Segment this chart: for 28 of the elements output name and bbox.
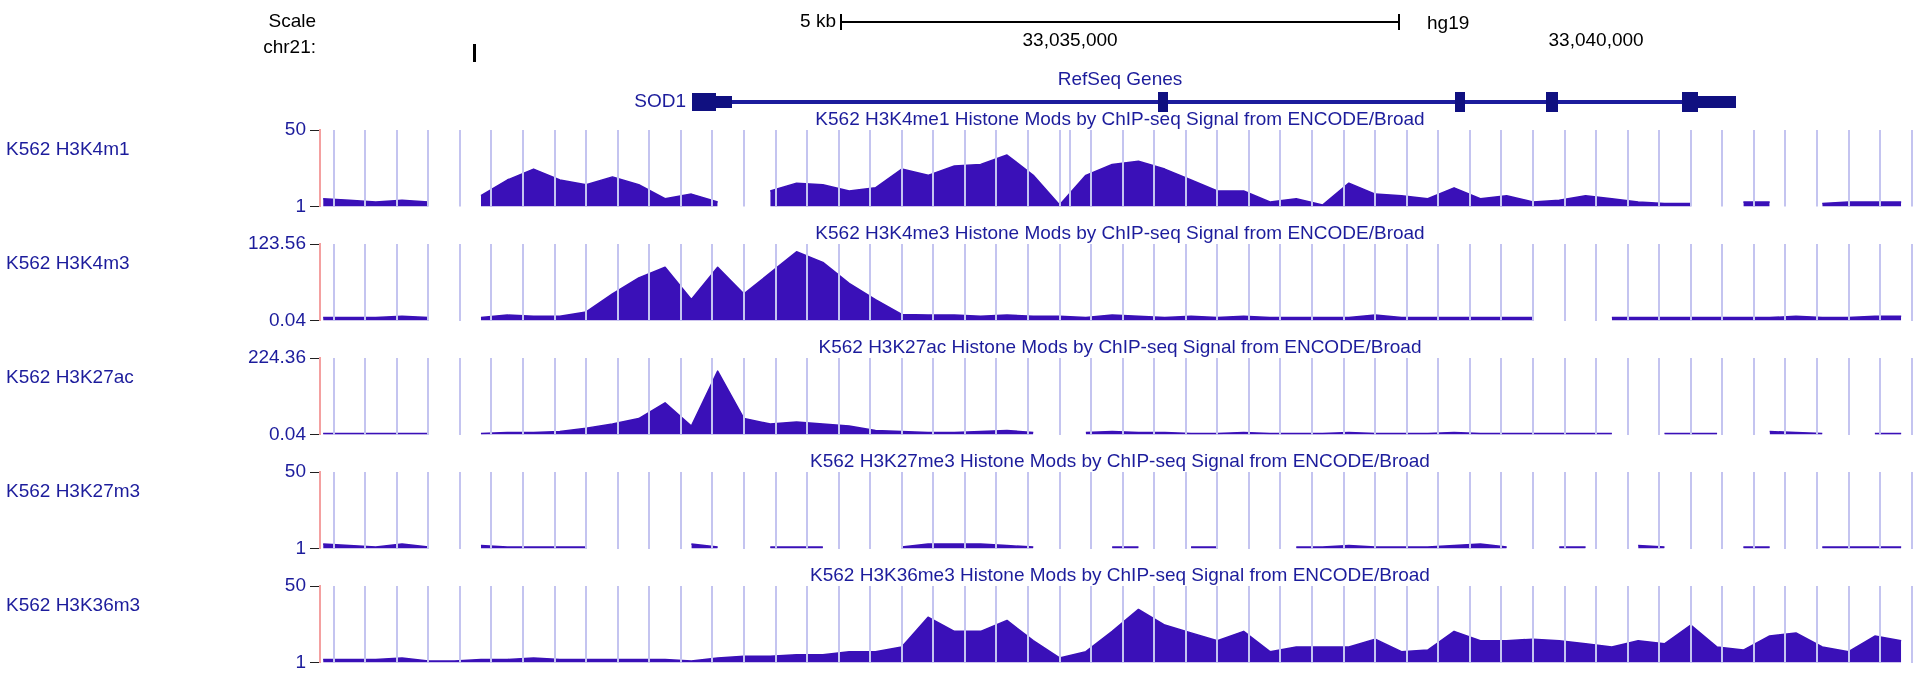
text: K562 H3K4m1 bbox=[6, 138, 130, 160]
y-tick-label: 50 bbox=[284, 460, 306, 482]
text: chr21: bbox=[263, 36, 316, 58]
chart-title: K562 H3K36me3 Histone Mods by ChIP-seq Signal from ENCODE/Broad bbox=[809, 564, 1431, 586]
text: K562 H3K4m3 bbox=[6, 252, 130, 274]
chart-title: K562 H3K4me3 Histone Mods by ChIP-seq Signal from ENCODE/Broad bbox=[814, 222, 1426, 244]
text: K562 H3K27m3 bbox=[6, 480, 141, 502]
text: K562 H3K27ac bbox=[6, 366, 134, 388]
y-tick-label: 0.04 bbox=[269, 422, 307, 444]
text: RefSeq Genes bbox=[1056, 68, 1184, 90]
y-tick-label: 1 bbox=[295, 650, 306, 672]
y-tick-label: 50 bbox=[284, 574, 306, 596]
text: K562 H3K36m3 bbox=[6, 594, 141, 616]
y-tick-label: 1 bbox=[295, 536, 306, 558]
x-tick-label: 33,035,000 bbox=[1022, 28, 1118, 50]
text: 5 kb bbox=[800, 10, 836, 32]
y-tick-label: 1 bbox=[295, 194, 306, 216]
text: hg19 bbox=[1427, 12, 1470, 34]
chart-title: K562 H3K4me1 Histone Mods by ChIP-seq Signal from ENCODE/Broad bbox=[815, 108, 1425, 129]
x-tick-label: 33,040,000 bbox=[1548, 28, 1644, 50]
text: Scale bbox=[268, 10, 316, 32]
y-tick-label: 123.56 bbox=[247, 232, 306, 254]
text: SOD1 bbox=[634, 90, 686, 112]
y-tick-label: 224.36 bbox=[247, 346, 306, 368]
y-tick-label: 0.04 bbox=[269, 308, 307, 330]
chart-title: K562 H3K27ac Histone Mods by ChIP-seq Signal from ENCODE/Broad bbox=[817, 336, 1423, 358]
chart-title: K562 H3K27me3 Histone Mods by ChIP-seq Signal from ENCODE/Broad bbox=[809, 450, 1431, 472]
y-tick-label: 50 bbox=[284, 118, 306, 140]
